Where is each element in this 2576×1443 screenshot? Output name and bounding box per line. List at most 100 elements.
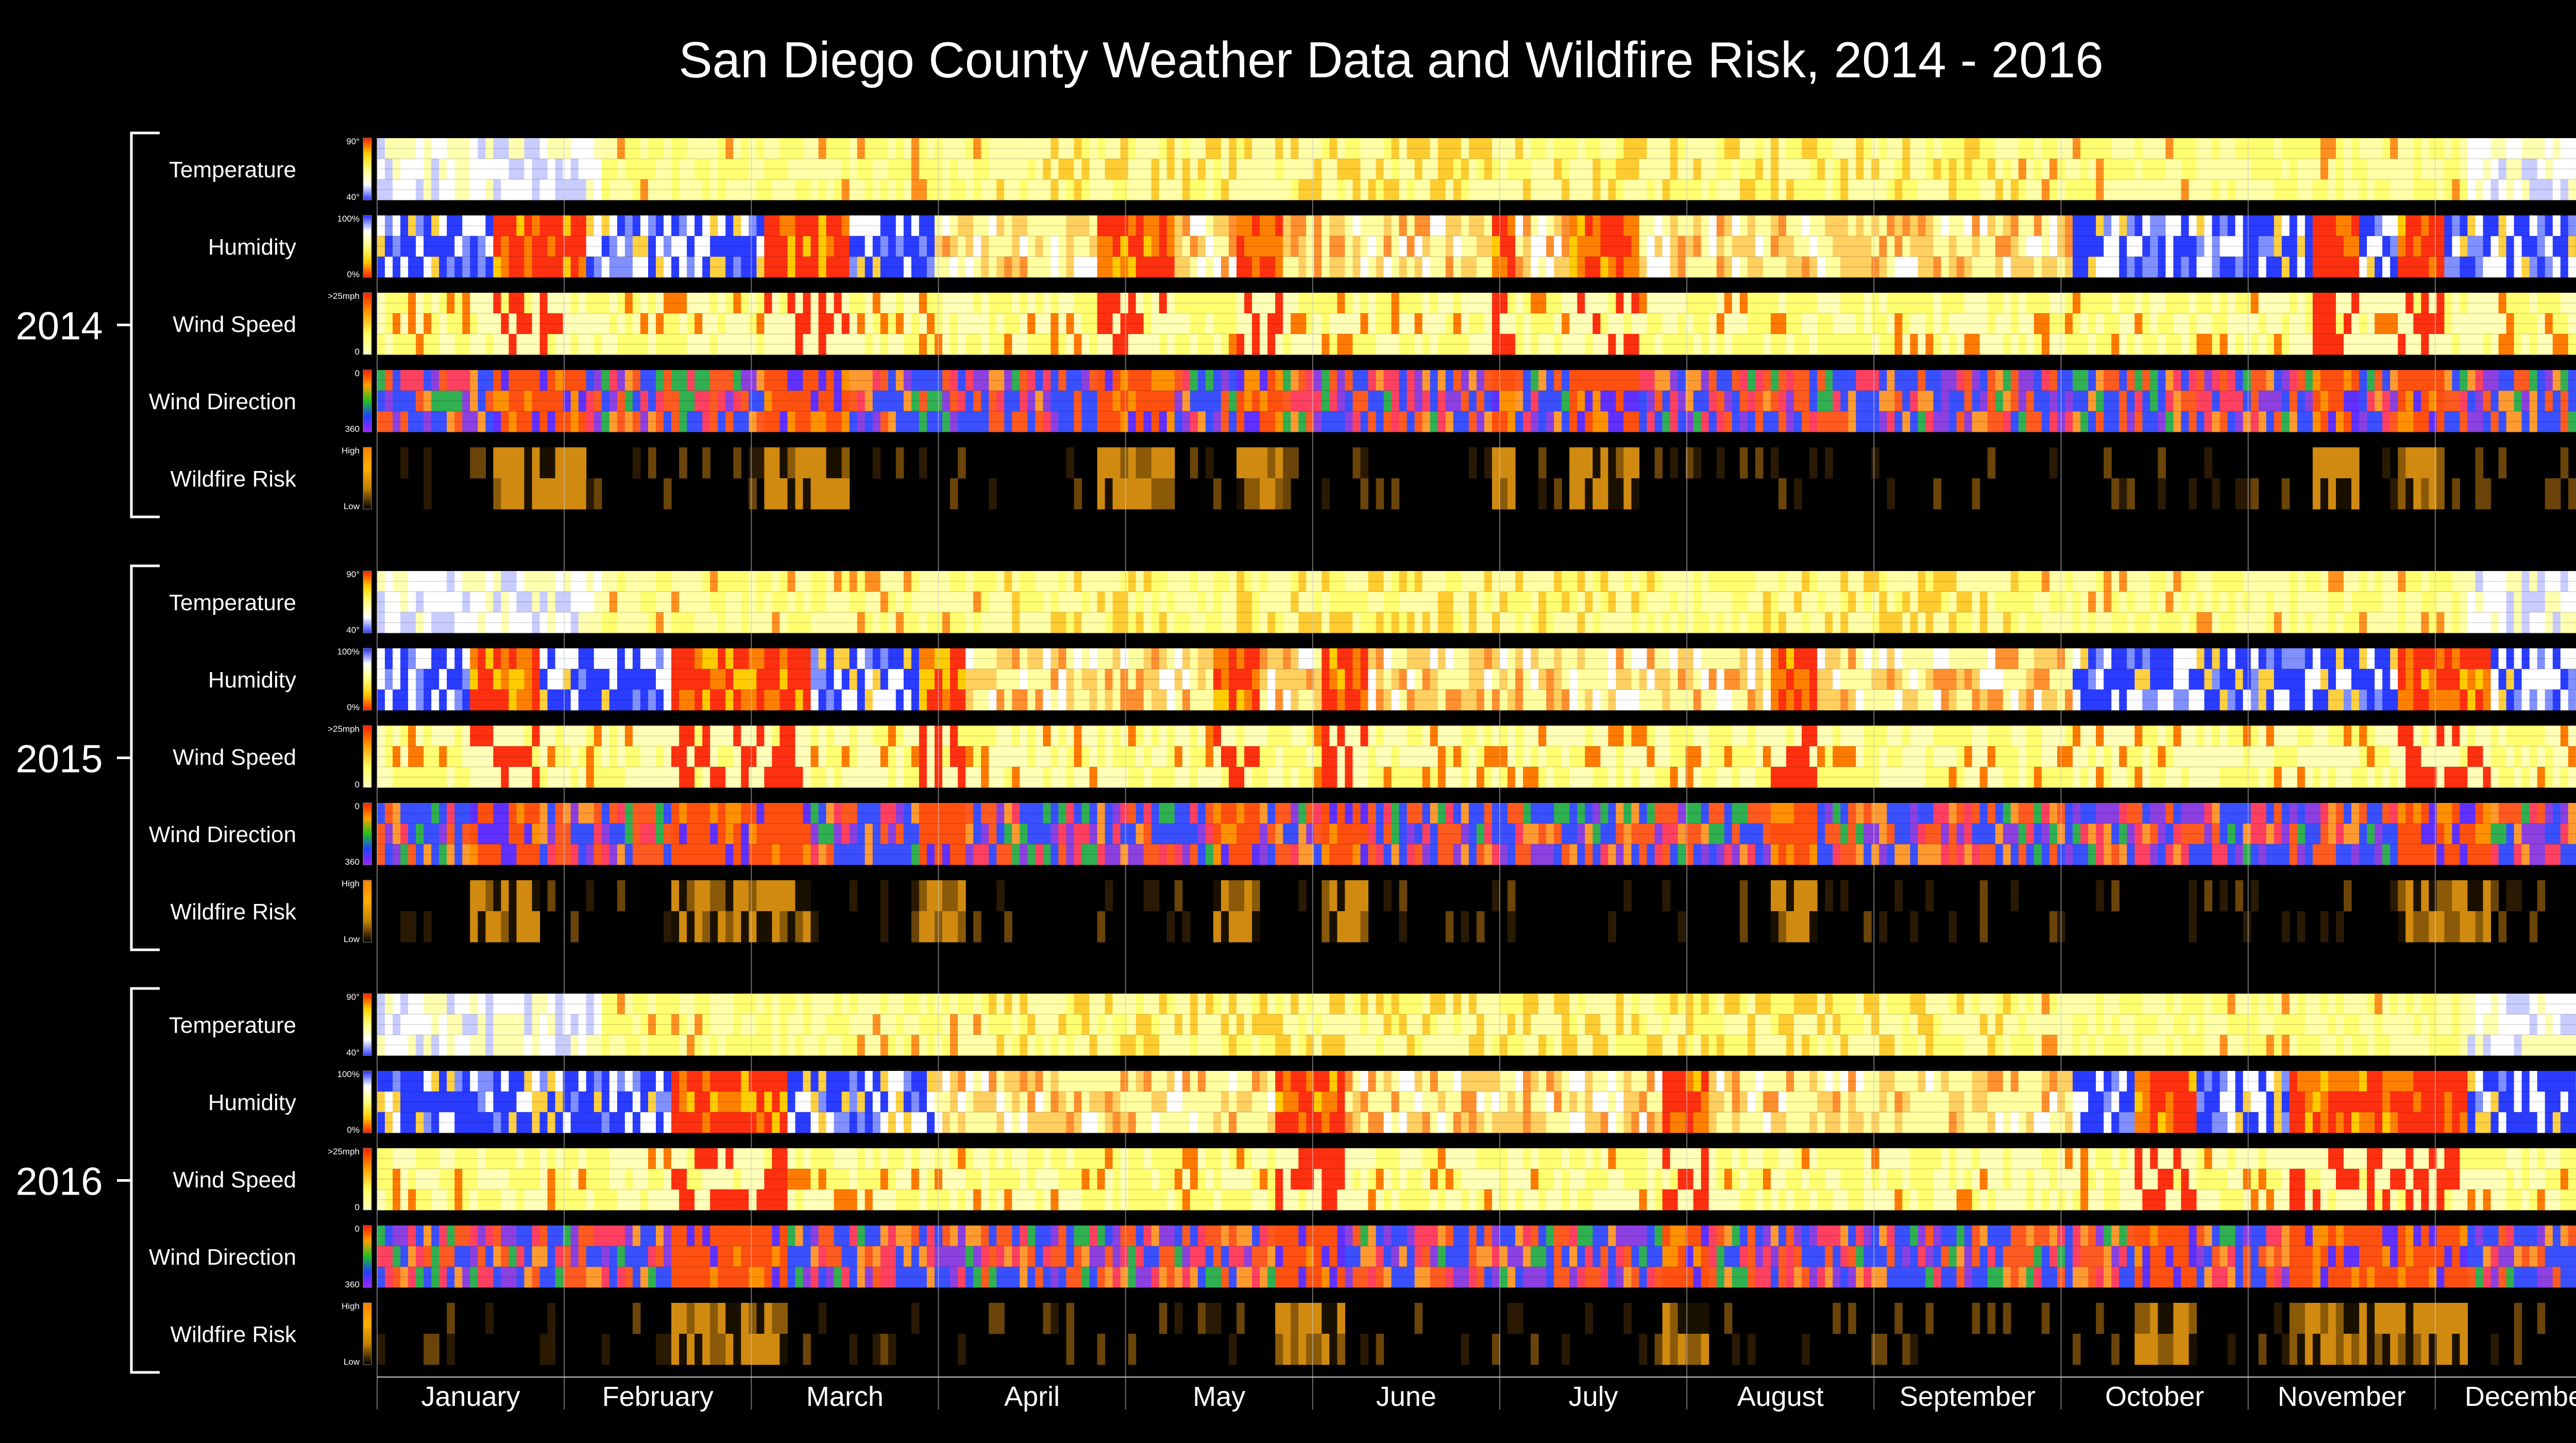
heat-cell: [857, 179, 866, 200]
heat-cell: [1314, 159, 1322, 180]
heat-cell: [1453, 179, 1462, 200]
heat-cell: [439, 179, 447, 200]
heat-cell: [1383, 138, 1392, 159]
heat-cell: [2111, 478, 2120, 510]
heat-cell: [958, 138, 966, 159]
heat-cell: [1190, 159, 1198, 180]
heat-cell: [632, 159, 641, 180]
heat-cell: [1360, 138, 1369, 159]
heat-cell: [803, 179, 811, 200]
heat-cell: [1492, 159, 1500, 180]
heat-cell: [1623, 179, 1632, 200]
heat-cell: [1151, 447, 1160, 479]
heat-cell: [1066, 138, 1075, 159]
heat-cell: [1236, 159, 1245, 180]
heat-cell: [2250, 478, 2259, 510]
heat-cell: [1236, 179, 1245, 200]
heat-cell: [965, 179, 974, 200]
heat-cell: [570, 447, 579, 479]
heat-cell: [1693, 447, 1702, 479]
heat-cell: [718, 159, 726, 180]
heat-cell: [393, 179, 401, 200]
heat-cell: [958, 159, 966, 180]
heat-cell: [2328, 447, 2336, 479]
heat-cell: [423, 159, 432, 180]
heat-cell: [1089, 159, 1098, 180]
heat-cell: [462, 159, 470, 180]
heat-cell: [2336, 478, 2344, 510]
heat-cell: [1120, 138, 1129, 159]
heat-cell: [880, 159, 889, 180]
heat-cell: [903, 159, 912, 180]
heat-cell: [710, 179, 718, 200]
heat-cell: [1677, 179, 1686, 200]
color-scale-bar: [363, 292, 372, 355]
heat-cell: [1151, 159, 1160, 180]
heat-cell: [656, 138, 664, 159]
color-scale-bar: [363, 370, 372, 432]
heat-cell: [772, 179, 780, 200]
heat-cell: [1190, 447, 1198, 479]
heat-cell: [2344, 447, 2352, 479]
heat-cell: [1406, 138, 1415, 159]
heat-cell: [2312, 478, 2321, 510]
heat-cell: [1035, 138, 1043, 159]
heat-cell: [586, 138, 595, 159]
heat-cell: [1538, 159, 1547, 180]
heat-cell: [996, 138, 1005, 159]
heat-cell: [865, 159, 873, 180]
heat-cell: [1585, 179, 1593, 200]
heat-cell: [857, 159, 866, 180]
heat-cell: [617, 138, 625, 159]
scale-bottom-label: 0%: [347, 270, 360, 279]
heat-cell: [1569, 159, 1578, 180]
heat-cell: [1035, 159, 1043, 180]
heat-cell: [1445, 138, 1454, 159]
heat-cell: [764, 447, 772, 479]
heat-cell: [1074, 478, 1082, 510]
heat-cell: [1206, 447, 1214, 479]
heat-cell: [2475, 478, 2484, 510]
heat-cell: [609, 138, 618, 159]
row-label: Temperature: [169, 590, 296, 615]
heat-cell: [2336, 447, 2344, 479]
heat-cell: [385, 159, 393, 180]
heat-cell: [849, 138, 858, 159]
heat-cell: [2413, 478, 2421, 510]
heat-cell: [1267, 478, 1276, 510]
heat-cell: [1662, 159, 1671, 180]
heat-cell: [1190, 138, 1198, 159]
heat-cell: [1631, 179, 1640, 200]
year-label: 2015: [15, 737, 103, 781]
heat-cell: [981, 179, 989, 200]
heat-cell: [872, 138, 881, 159]
heat-cell: [733, 179, 741, 200]
heat-cell: [1825, 447, 1833, 479]
heat-cell: [1020, 138, 1028, 159]
heat-cell: [1267, 447, 1276, 479]
heat-cell: [702, 179, 710, 200]
heat-cell: [795, 179, 804, 200]
heat-cell: [749, 478, 757, 510]
heat-cell: [431, 179, 439, 200]
heat-cell: [1050, 159, 1059, 180]
heat-cell: [1004, 138, 1012, 159]
heat-cell: [516, 478, 525, 510]
scale-bottom-label: 40°: [346, 625, 360, 635]
heat-cell: [447, 159, 455, 180]
heat-cell: [911, 179, 920, 200]
heat-cell: [1244, 138, 1252, 159]
heat-cell: [741, 159, 749, 180]
heat-cell: [1887, 478, 1895, 510]
heat-cell: [772, 138, 780, 159]
heat-cell: [1252, 179, 1260, 200]
heat-cell: [1260, 179, 1268, 200]
heat-cell: [1027, 179, 1036, 200]
heat-cell: [1097, 447, 1106, 479]
heat-cell: [1670, 447, 1679, 479]
heat-cell: [725, 179, 734, 200]
heat-cell: [1345, 138, 1353, 159]
heat-cell: [1654, 179, 1663, 200]
heat-cell: [2127, 478, 2135, 510]
